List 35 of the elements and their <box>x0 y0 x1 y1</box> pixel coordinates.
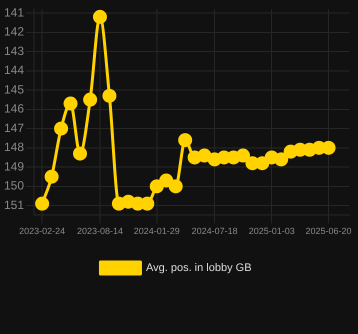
x-tick-label: 2024-01-29 <box>134 226 180 236</box>
point <box>274 152 288 166</box>
y-tick-label: 151 <box>4 198 24 212</box>
point <box>92 10 107 24</box>
y-tick-label: 142 <box>4 24 24 39</box>
point <box>197 148 212 163</box>
point <box>54 122 68 136</box>
y-tick-label: 149 <box>4 159 24 174</box>
point <box>168 179 183 194</box>
x-tick-label: 2024-07-18 <box>192 226 238 236</box>
point <box>35 196 50 211</box>
point <box>178 133 192 148</box>
y-tick-label: 148 <box>4 140 24 154</box>
x-tick-label: 2025-06-20 <box>306 226 352 236</box>
point <box>64 96 78 111</box>
y-tick-label: 144 <box>4 63 24 78</box>
y-tick-label: 141 <box>4 5 24 20</box>
point <box>73 146 88 161</box>
y-tick-label: 147 <box>4 120 24 135</box>
y-tick-label: 143 <box>4 44 24 58</box>
x-tick-label: 2025-01-03 <box>248 226 295 236</box>
point <box>44 170 59 184</box>
point <box>236 148 250 163</box>
point <box>150 179 164 194</box>
point <box>255 156 270 170</box>
point <box>102 88 116 103</box>
y-tick-label: 150 <box>4 178 24 193</box>
x-tick-label: 2023-02-24 <box>19 226 66 236</box>
y-tick-label: 145 <box>4 82 24 96</box>
x-tick-label: 2023-08-14 <box>76 226 123 236</box>
point <box>159 174 174 188</box>
y-tick-label: 146 <box>4 102 24 116</box>
legend-label: Avg. pos. in lobby GB <box>146 262 252 274</box>
point <box>83 92 98 107</box>
point <box>322 140 336 155</box>
